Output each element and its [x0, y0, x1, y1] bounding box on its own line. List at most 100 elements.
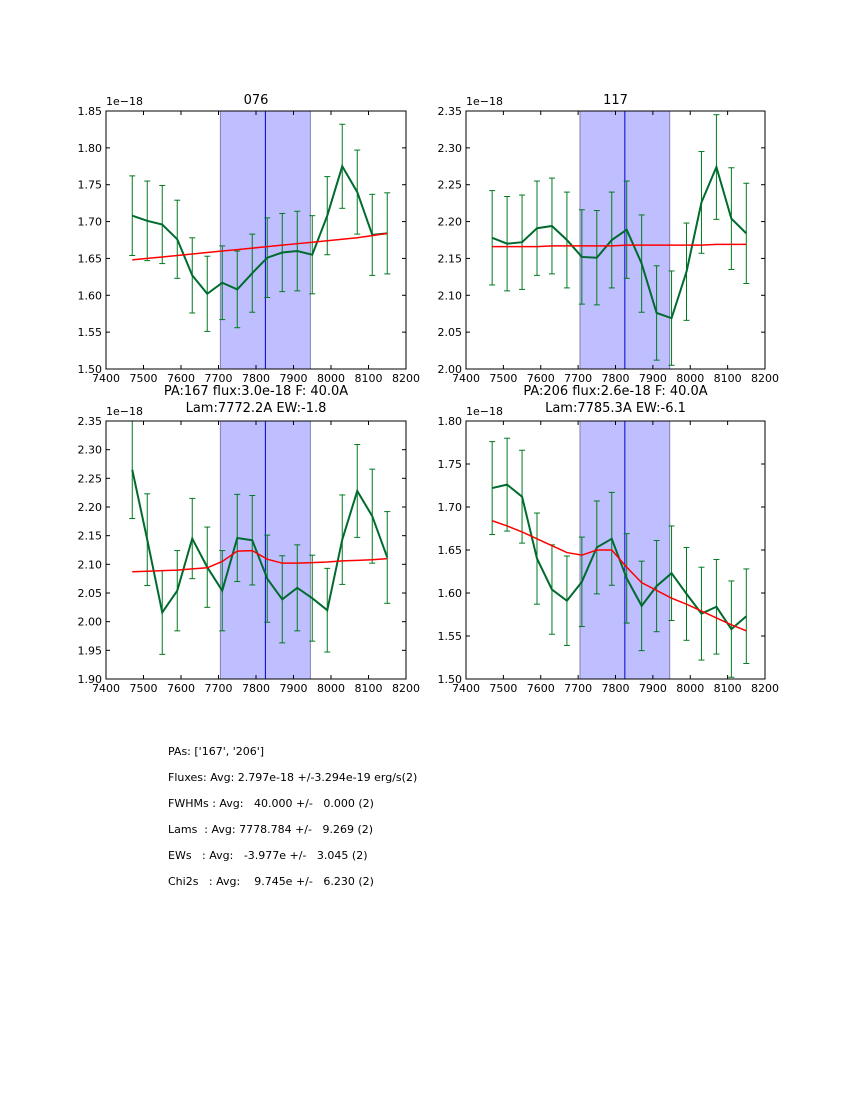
x-tick-label: 7700	[205, 372, 233, 385]
x-tick-label: 7600	[527, 372, 555, 385]
plot-2: 7400 7500 7600 7700 7800 7900 8000 8100 8200 2.00…	[438, 93, 780, 385]
y-tick-label: 1.55	[438, 630, 463, 643]
x-tick-label: 7400	[92, 682, 120, 695]
plot-area	[489, 111, 750, 369]
y-tick-label: 1.80	[78, 142, 103, 155]
plot-title: 076	[244, 93, 269, 108]
stats-chi2s: Chi2s : Avg: 9.745e +/- 6.230 (2)	[168, 875, 374, 888]
x-tick-label: 7900	[639, 372, 667, 385]
y-tick-label: 2.25	[438, 179, 463, 192]
x-tick-label: 7600	[167, 682, 195, 695]
plot-3: 7400 7500 7600 7700 7800 7900 8000 8100 8200 1.90…	[78, 384, 421, 695]
x-tick-label: 7800	[242, 682, 270, 695]
y-tick-label: 2.25	[78, 472, 103, 485]
x-tick-label: 8200	[392, 682, 420, 695]
y-tick-label: 2.15	[438, 252, 463, 265]
y-tick-label: 2.10	[438, 289, 463, 302]
x-tick-label: 8000	[676, 372, 704, 385]
y-tick-label: 1.70	[438, 501, 463, 514]
y-tick-label: 2.10	[78, 558, 103, 571]
x-tick-label: 7600	[167, 372, 195, 385]
x-tick-label: 8100	[714, 682, 742, 695]
stats-pas: PAs: ['167', '206']	[168, 745, 265, 758]
y-tick-label: 1.60	[438, 587, 463, 600]
y-tick-label: 1.85	[78, 105, 103, 118]
y-tick-label: 1.65	[438, 544, 463, 557]
fit-series-line	[132, 232, 388, 261]
fit-series-line	[132, 549, 388, 573]
y-tick-label: 2.35	[78, 415, 103, 428]
x-tick-label: 8000	[317, 682, 345, 695]
plot-title: PA:206 flux:2.6e-18 F: 40.0A	[523, 384, 707, 399]
x-tick-label: 8200	[392, 372, 420, 385]
y-tick-label: 1.50	[78, 363, 103, 376]
x-tick-label: 7900	[280, 372, 308, 385]
y-tick-label: 2.30	[438, 142, 463, 155]
plot-title: 117	[603, 93, 628, 108]
x-tick-label: 7900	[639, 682, 667, 695]
fit-series-line	[491, 520, 747, 632]
plot-1: 7400 7500 7600 7700 7800 7900 8000 8100 8200 1.50…	[78, 93, 421, 385]
y-tick-label: 1.65	[78, 252, 103, 265]
y-tick-label: 1.80	[438, 415, 463, 428]
data-series-line	[491, 164, 748, 320]
x-tick-label: 7800	[602, 682, 630, 695]
plot-4: 7400 7500 7600 7700 7800 7900 8000 8100 8200 1.50…	[438, 384, 780, 695]
y-tick-label: 2.20	[438, 216, 463, 229]
y-tick-label: 2.20	[78, 501, 103, 514]
plot-subtitle: Lam:7772.2A EW:-1.8	[186, 401, 327, 416]
x-tick-label: 8100	[355, 372, 383, 385]
y-tick-label: 1.95	[78, 644, 103, 657]
x-tick-label: 7400	[452, 682, 480, 695]
y-tick-label: 2.05	[78, 587, 103, 600]
stats-ews: EWs : Avg: -3.977e +/- 3.045 (2)	[168, 849, 368, 862]
x-tick-label: 7700	[564, 682, 592, 695]
y-tick-label: 1.90	[78, 673, 103, 686]
y-offset-label: 1e−18	[106, 405, 143, 418]
plot-area	[489, 421, 750, 679]
x-tick-label: 7500	[489, 372, 517, 385]
y-tick-label: 1.55	[78, 326, 103, 339]
x-tick-label: 8200	[751, 372, 779, 385]
x-tick-label: 8000	[676, 682, 704, 695]
y-tick-label: 2.30	[78, 444, 103, 457]
plot-title: PA:167 flux:3.0e-18 F: 40.0A	[164, 384, 348, 399]
x-tick-label: 7400	[452, 372, 480, 385]
y-offset-label: 1e−18	[466, 95, 503, 108]
plot-area	[129, 111, 391, 369]
x-tick-label: 7600	[527, 682, 555, 695]
x-tick-label: 7400	[92, 372, 120, 385]
x-tick-label: 7500	[130, 682, 158, 695]
x-tick-label: 8100	[714, 372, 742, 385]
y-tick-label: 1.60	[78, 289, 103, 302]
data-series-line	[131, 469, 389, 615]
y-tick-label: 2.15	[78, 530, 103, 543]
stats-fwhms: FWHMs : Avg: 40.000 +/- 0.000 (2)	[168, 797, 374, 810]
x-tick-label: 8100	[355, 682, 383, 695]
x-tick-label: 8200	[751, 682, 779, 695]
plot-area	[129, 421, 391, 679]
x-tick-label: 7500	[489, 682, 517, 695]
stats-lams: Lams : Avg: 7778.784 +/- 9.269 (2)	[168, 823, 374, 836]
x-tick-label: 7900	[280, 682, 308, 695]
x-tick-label: 7800	[242, 372, 270, 385]
x-tick-label: 7800	[602, 372, 630, 385]
y-tick-label: 1.75	[78, 179, 103, 192]
y-tick-label: 2.00	[78, 616, 103, 629]
y-offset-label: 1e−18	[466, 405, 503, 418]
y-tick-label: 1.50	[438, 673, 463, 686]
x-tick-label: 7500	[130, 372, 158, 385]
stats-fluxes: Fluxes: Avg: 2.797e-18 +/-3.294e-19 erg/…	[168, 771, 418, 784]
data-series-line	[131, 163, 388, 296]
plot-subtitle: Lam:7785.3A EW:-6.1	[545, 401, 686, 416]
fit-series-line	[492, 243, 747, 248]
x-tick-label: 7700	[205, 682, 233, 695]
y-tick-label: 2.35	[438, 105, 463, 118]
y-tick-label: 1.75	[438, 458, 463, 471]
y-tick-label: 1.70	[78, 216, 103, 229]
y-offset-label: 1e−18	[106, 95, 143, 108]
y-tick-label: 2.00	[438, 363, 463, 376]
summary-stats: PAs: ['167', '206'] Fluxes: Avg: 2.797e-…	[168, 745, 417, 901]
x-tick-label: 7700	[564, 372, 592, 385]
